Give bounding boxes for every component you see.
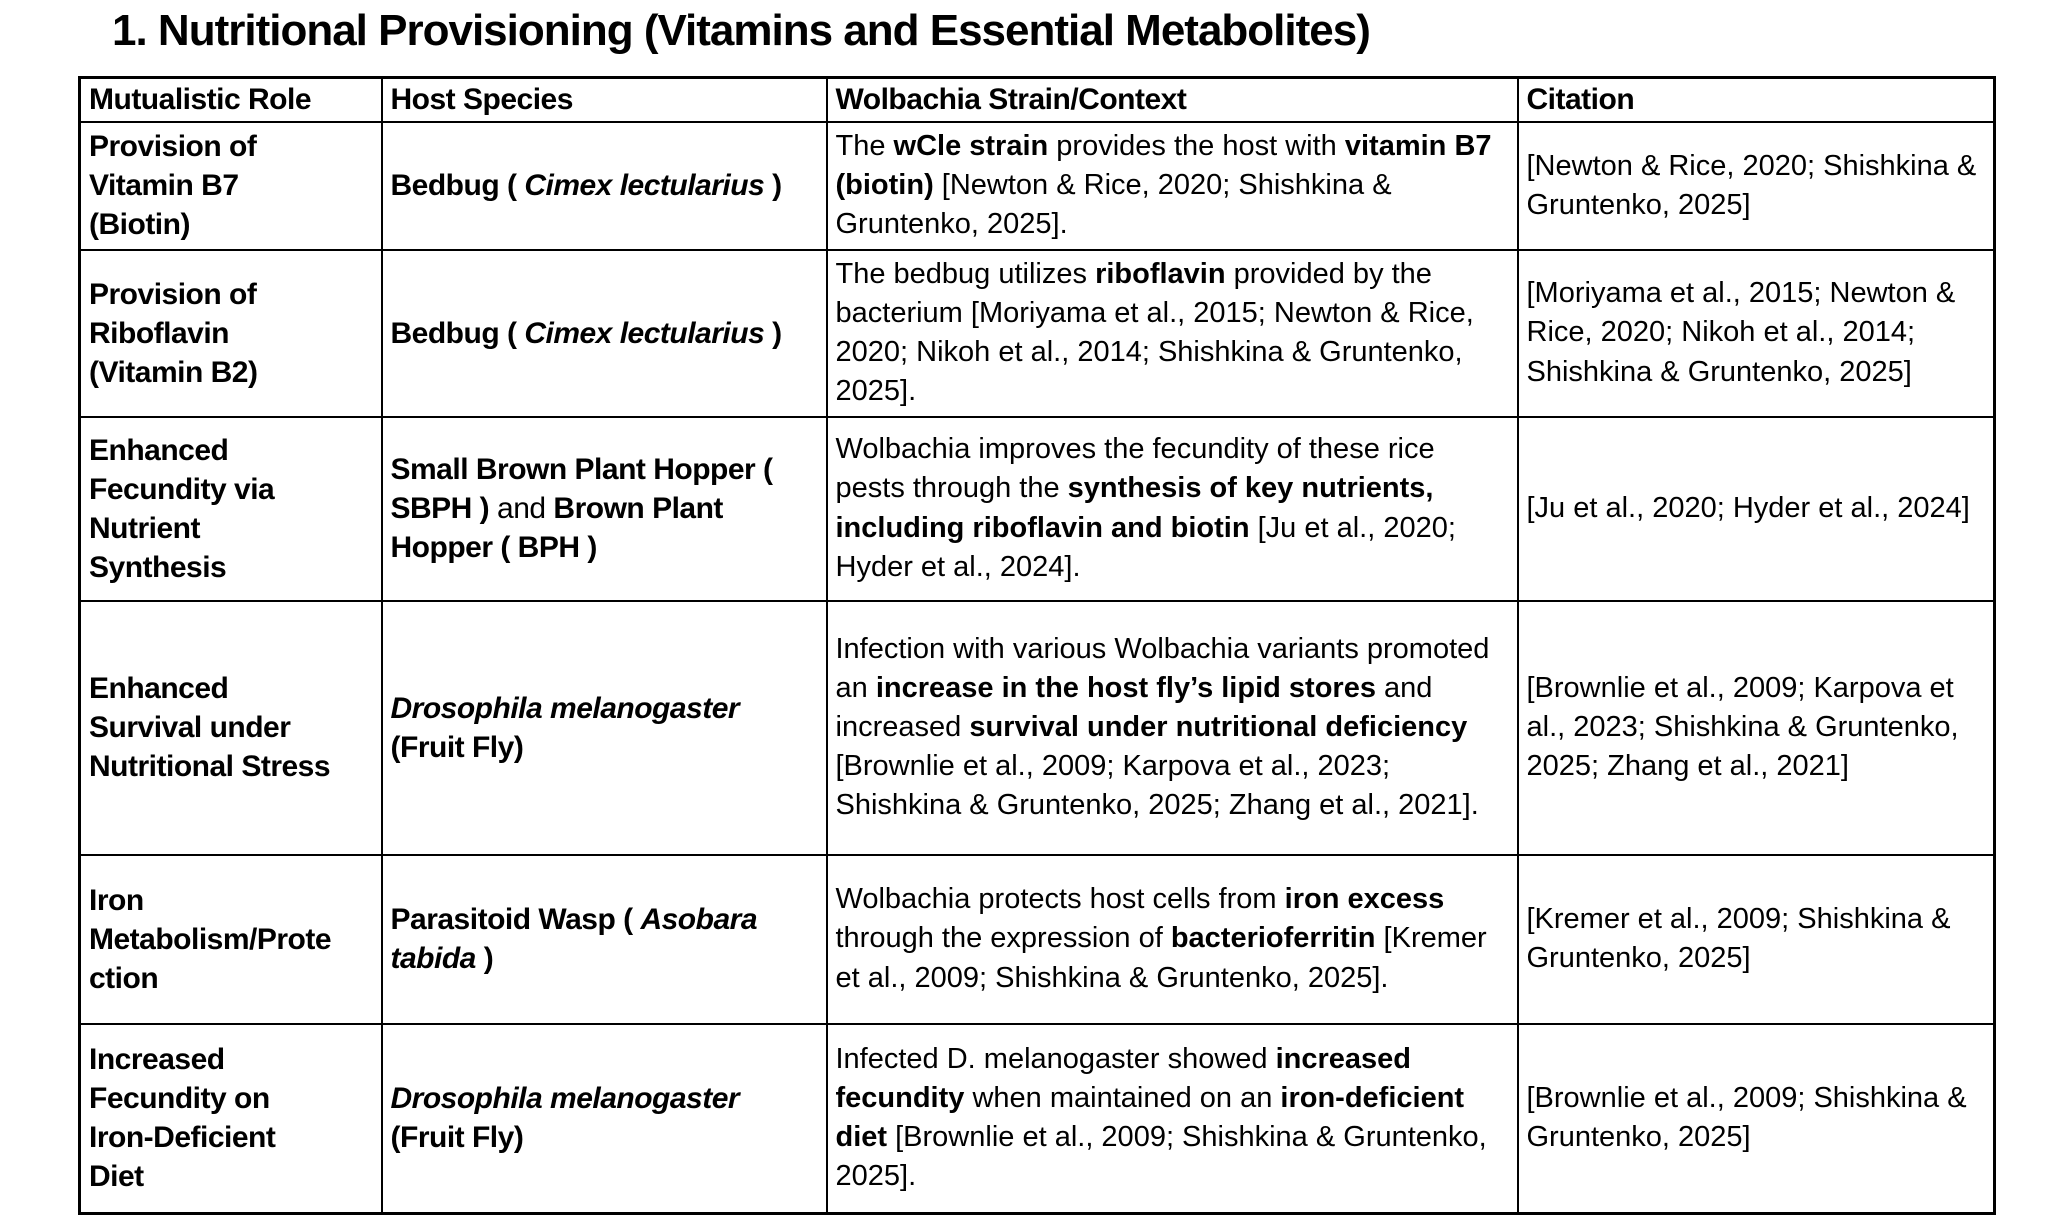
cell-host: Parasitoid Wasp ( Asobara tabida ) bbox=[380, 853, 828, 1025]
nutritional-provisioning-table: Mutualistic Role Host Species Wolbachia … bbox=[78, 75, 1996, 1215]
table-row: Enhanced Survival under Nutritional Stre… bbox=[78, 599, 1996, 856]
cell-citation: [Brownlie et al., 2009; Karpova et al., … bbox=[1516, 599, 1996, 856]
column-header-wolbachia-strain-context: Wolbachia Strain/Context bbox=[825, 76, 1519, 124]
cell-context: The bedbug utilizes riboflavin provided … bbox=[825, 248, 1519, 418]
cell-context: Wolbachia improves the fecundity of thes… bbox=[825, 415, 1519, 602]
cell-context: The wCle strain provides the host with v… bbox=[825, 121, 1519, 251]
table-header-row: Mutualistic Role Host Species Wolbachia … bbox=[78, 76, 1996, 124]
cell-role: Enhanced Fecundity via Nutrient Synthesi… bbox=[78, 415, 383, 602]
column-header-host-species: Host Species bbox=[380, 76, 828, 124]
cell-citation: [Ju et al., 2020; Hyder et al., 2024] bbox=[1516, 415, 1996, 602]
cell-citation: [Newton & Rice, 2020; Shishkina & Grunte… bbox=[1516, 121, 1996, 251]
table-row: Iron Metabolism/Protection Parasitoid Wa… bbox=[78, 853, 1996, 1025]
cell-host: Drosophila melanogaster (Fruit Fly) bbox=[380, 1022, 828, 1215]
table-row: Enhanced Fecundity via Nutrient Synthesi… bbox=[78, 415, 1996, 602]
cell-context: Infected D. melanogaster showed increase… bbox=[825, 1022, 1519, 1215]
cell-citation: [Brownlie et al., 2009; Shishkina & Grun… bbox=[1516, 1022, 1996, 1215]
table-row: Increased Fecundity on Iron-Deficient Di… bbox=[78, 1022, 1996, 1215]
cell-host: Small Brown Plant Hopper ( SBPH ) and Br… bbox=[380, 415, 828, 602]
page-title: 1. Nutritional Provisioning (Vitamins an… bbox=[112, 6, 1371, 55]
cell-host: Drosophila melanogaster (Fruit Fly) bbox=[380, 599, 828, 856]
cell-citation: [Moriyama et al., 2015; Newton & Rice, 2… bbox=[1516, 248, 1996, 418]
cell-role: Provision of Vitamin B7 (Biotin) bbox=[78, 121, 383, 251]
cell-citation: [Kremer et al., 2009; Shishkina & Grunte… bbox=[1516, 853, 1996, 1025]
column-header-citation: Citation bbox=[1516, 76, 1996, 124]
cell-host: Bedbug ( Cimex lectularius ) bbox=[380, 248, 828, 418]
cell-role: Provision of Riboflavin (Vitamin B2) bbox=[78, 248, 383, 418]
cell-role: Enhanced Survival under Nutritional Stre… bbox=[78, 599, 383, 856]
cell-context: Infection with various Wolbachia variant… bbox=[825, 599, 1519, 856]
table-row: Provision of Riboflavin (Vitamin B2) Bed… bbox=[78, 248, 1996, 418]
table-row: Provision of Vitamin B7 (Biotin) Bedbug … bbox=[78, 121, 1996, 251]
column-header-mutualistic-role: Mutualistic Role bbox=[78, 76, 383, 124]
cell-role: Iron Metabolism/Protection bbox=[78, 853, 383, 1025]
cell-host: Bedbug ( Cimex lectularius ) bbox=[380, 121, 828, 251]
cell-context: Wolbachia protects host cells from iron … bbox=[825, 853, 1519, 1025]
cell-role: Increased Fecundity on Iron-Deficient Di… bbox=[78, 1022, 383, 1215]
